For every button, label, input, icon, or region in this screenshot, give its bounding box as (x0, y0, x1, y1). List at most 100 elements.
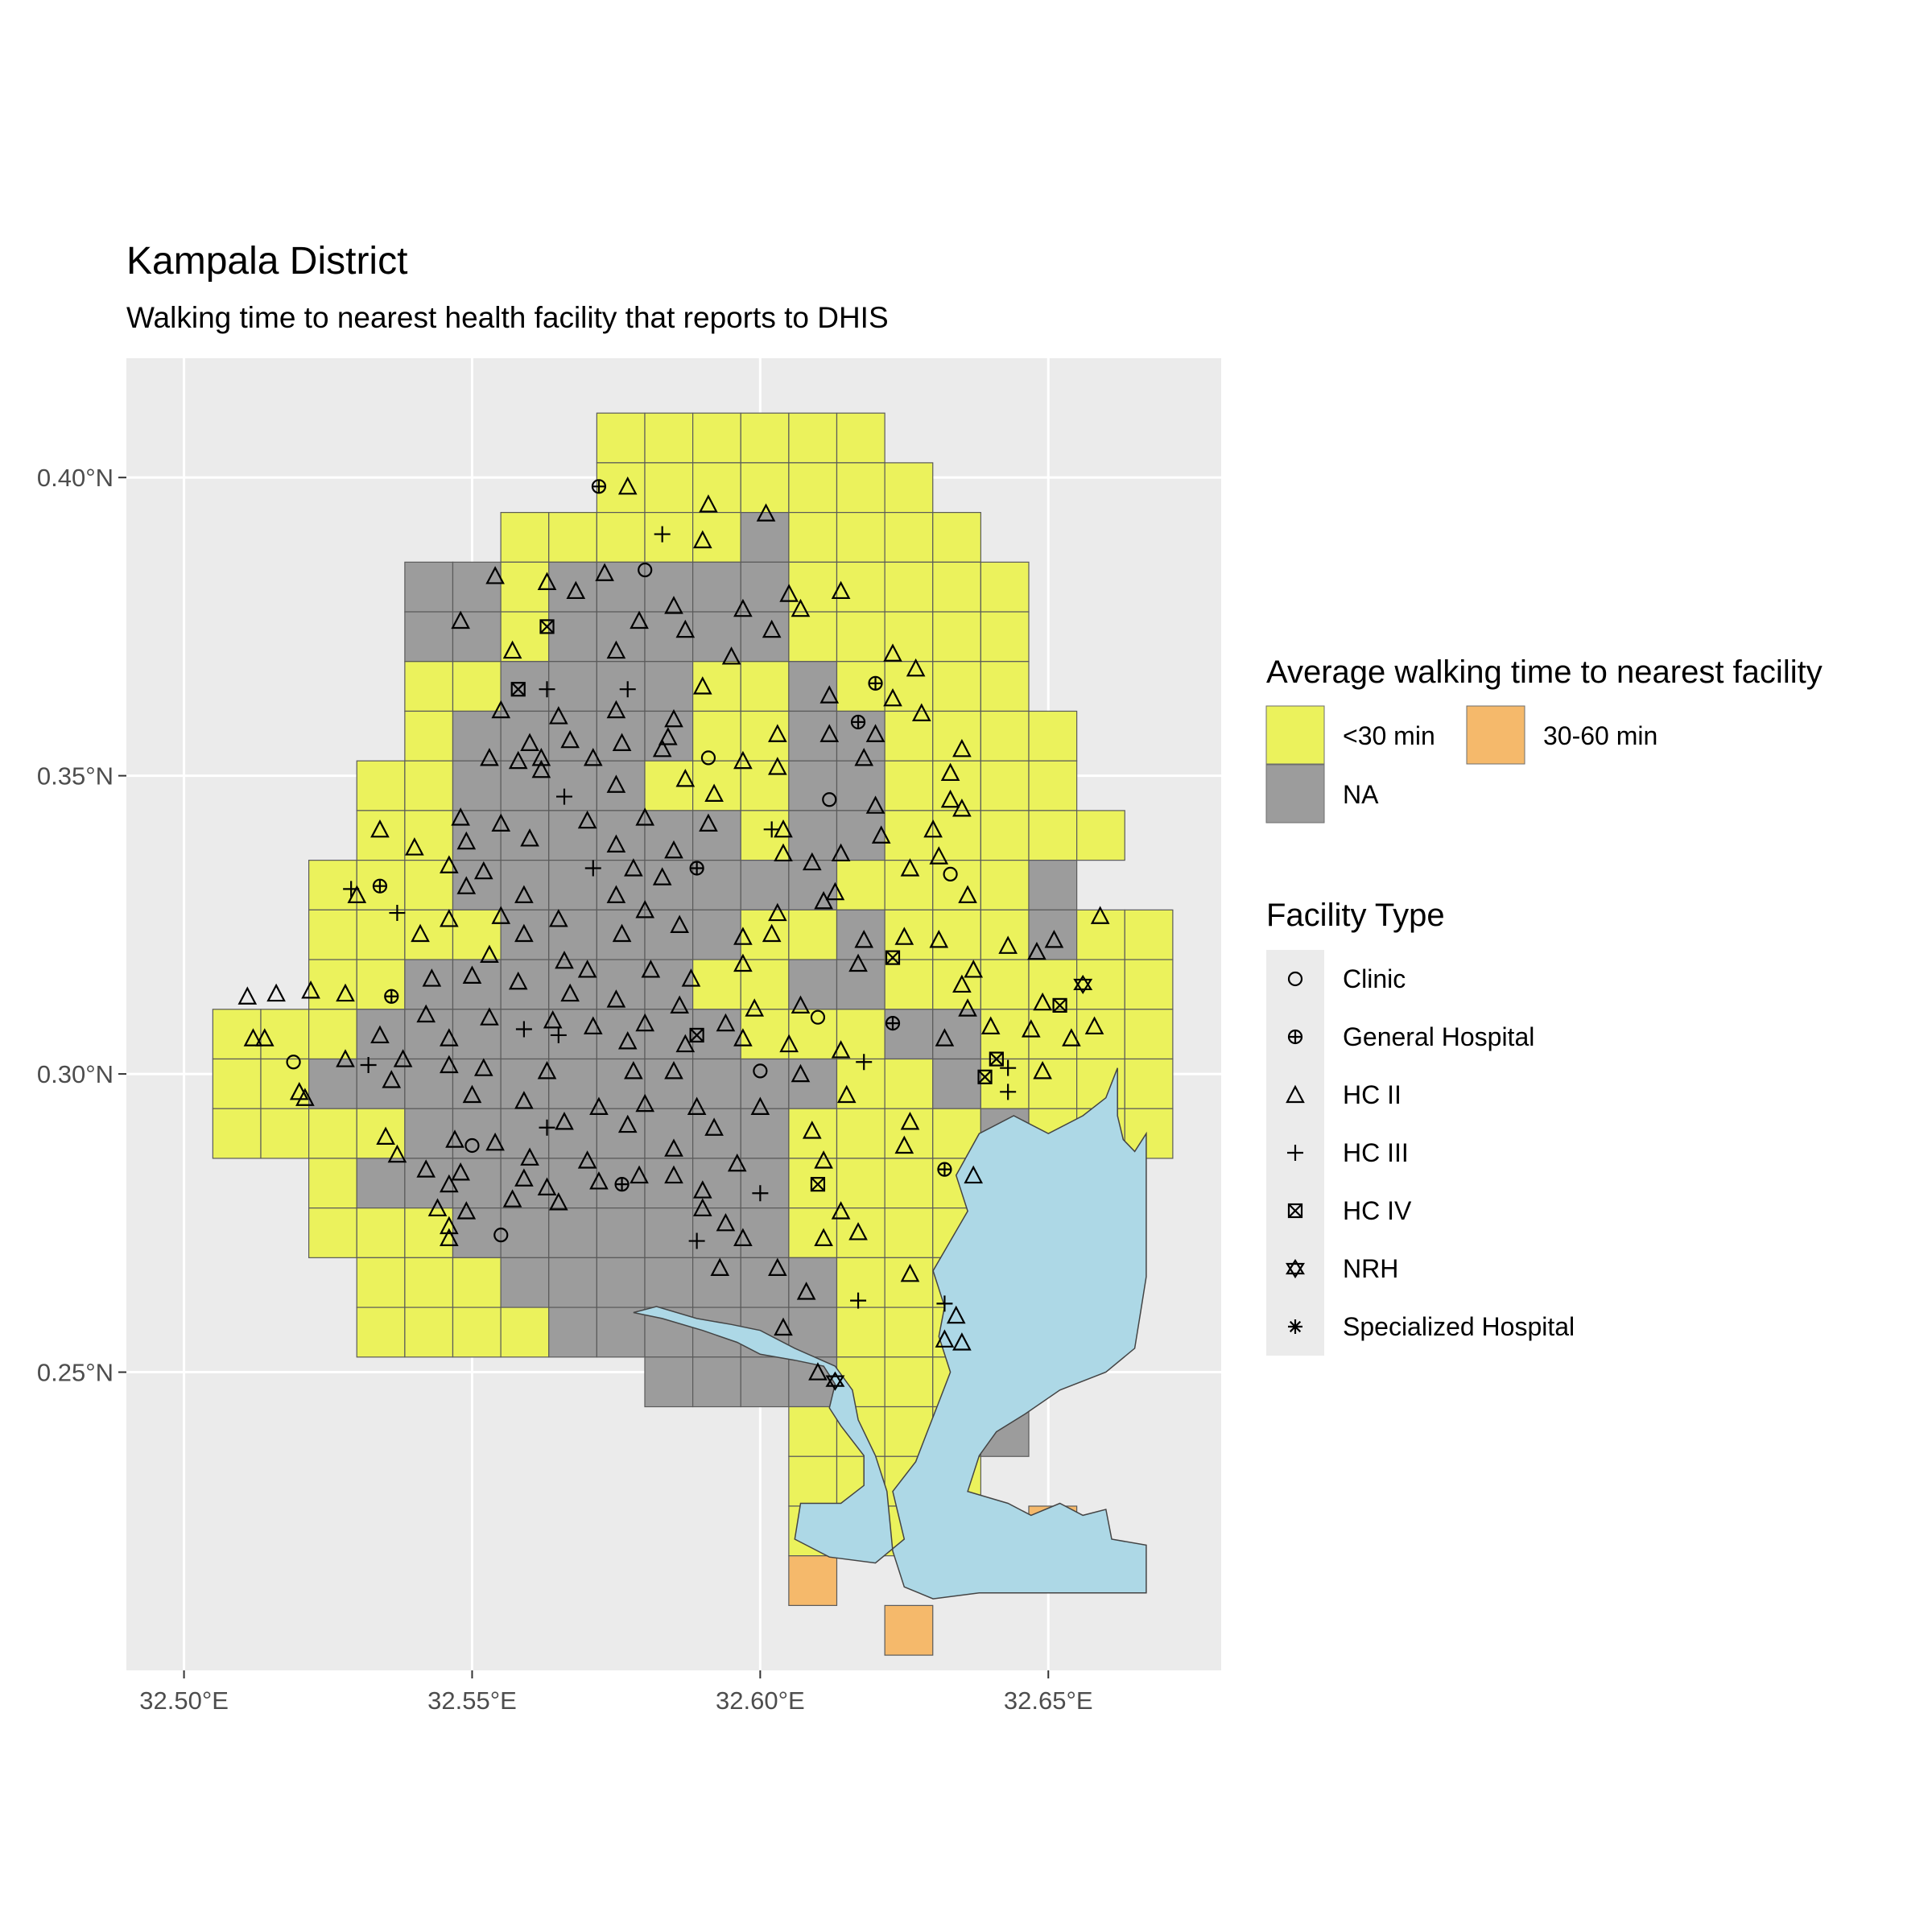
fill-legend-title: Average walking time to nearest facility (1266, 654, 1823, 690)
grid-cell (500, 1307, 550, 1358)
map-panel (126, 358, 1221, 1670)
facility-marker (445, 1129, 464, 1148)
grid-cell (596, 661, 646, 712)
facility-marker (900, 1112, 920, 1130)
grid-cell (548, 661, 597, 712)
grid-cell (212, 1009, 262, 1060)
facility-marker (493, 1228, 509, 1243)
facility-marker (539, 681, 555, 698)
facility-marker (630, 1165, 649, 1184)
facility-marker (814, 890, 833, 910)
facility-marker (779, 1034, 799, 1053)
grid-cell (1124, 959, 1174, 1010)
facility-marker (943, 866, 958, 881)
grid-cell (356, 1208, 406, 1258)
facility-marker (675, 1034, 696, 1053)
grid-cell (260, 1058, 310, 1109)
grid-cell (836, 1307, 886, 1358)
grid-cell (836, 1108, 886, 1159)
grid-cell (788, 1158, 838, 1209)
grid-cell (932, 511, 981, 563)
facility-marker (900, 858, 920, 877)
facility-marker (664, 708, 683, 728)
facility-marker (382, 1070, 402, 1088)
grid-cell (260, 1108, 310, 1159)
facility-marker (336, 983, 355, 1002)
facility-marker (796, 1282, 816, 1300)
facility-marker (606, 700, 626, 719)
grid-cell (740, 810, 790, 861)
facility-marker (906, 658, 926, 677)
grid-cell (500, 1108, 550, 1159)
grid-cell (1028, 710, 1078, 762)
grid-cell (788, 959, 838, 1010)
fill-legend: Average walking time to nearest facility… (1265, 654, 1823, 824)
facility-marker (964, 1165, 984, 1184)
facility-marker (940, 762, 960, 782)
grid-cell (740, 561, 790, 613)
facility-marker (491, 813, 511, 832)
grid-cell (308, 909, 357, 960)
grid-cell (980, 611, 1030, 663)
facility-marker (753, 1063, 768, 1079)
grid-cell (740, 1356, 790, 1408)
facility-marker (619, 681, 636, 698)
grid-cell (452, 1208, 502, 1258)
legend-key-under-30 (1265, 705, 1325, 765)
facility-marker (456, 1201, 477, 1220)
grid-cell (740, 1208, 790, 1258)
legend-shape-square-x (1287, 1203, 1303, 1219)
grid-cell (452, 959, 502, 1010)
grid-cell (452, 661, 502, 712)
grid-cell (596, 511, 646, 563)
facility-marker (681, 968, 701, 987)
grid-cell (644, 1208, 694, 1258)
grid-cell (836, 1208, 886, 1258)
grid-cell (740, 860, 790, 910)
grid-cell (884, 959, 934, 1010)
facility-marker (464, 1137, 480, 1154)
facility-marker (555, 1112, 574, 1130)
y-tick-label: 0.25°N (37, 1359, 114, 1387)
facility-marker (819, 685, 840, 704)
facility-marker (641, 960, 661, 978)
grid-cell (260, 1009, 310, 1060)
facility-marker (514, 1168, 534, 1187)
facility-marker (635, 899, 655, 919)
grid-cell (884, 462, 934, 514)
facility-marker (539, 619, 555, 634)
facility-marker (556, 788, 572, 805)
legend-shape-triangle (1286, 1084, 1305, 1104)
grid-cell (788, 1555, 838, 1606)
facility-marker (635, 1093, 655, 1113)
grid-cell (692, 661, 741, 712)
grid-cell (548, 1108, 597, 1159)
grid-cell (836, 909, 886, 960)
grid-cell (644, 561, 694, 613)
facility-marker (384, 989, 399, 1004)
grid-cell (548, 810, 597, 861)
grid-cell (884, 1307, 934, 1358)
facility-marker (543, 1010, 563, 1029)
grid-cell (404, 959, 454, 1010)
facility-marker (810, 1177, 826, 1192)
legend-key-na (1265, 764, 1325, 824)
facility-marker (612, 923, 632, 943)
facility-marker (491, 906, 511, 924)
facility-marker (440, 1055, 459, 1074)
grid-cell (500, 710, 550, 762)
facility-marker (768, 902, 787, 922)
facility-marker (508, 971, 528, 990)
grid-cell (1076, 909, 1125, 960)
map-title: Kampala District (126, 240, 407, 283)
x-tick-label: 32.55°E (427, 1686, 517, 1715)
facility-marker (480, 748, 499, 766)
grid-cell (404, 710, 454, 762)
grid-cell (788, 760, 838, 811)
facility-marker (664, 1165, 683, 1184)
grid-cell (692, 1356, 741, 1408)
facility-marker (549, 706, 568, 724)
grid-cell (740, 710, 790, 762)
grid-cell (548, 1307, 597, 1358)
facility-marker (733, 953, 753, 972)
